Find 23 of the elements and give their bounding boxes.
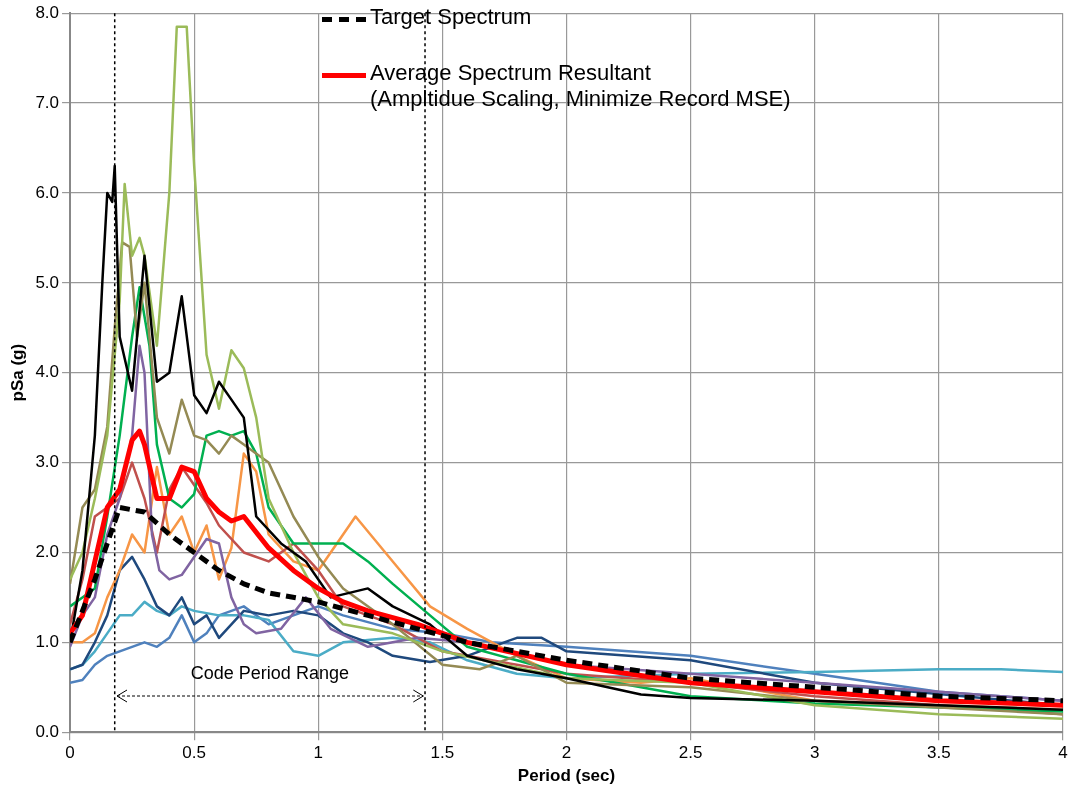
y-tick-label: 6.0: [35, 182, 60, 202]
x-tick-label: 0: [65, 743, 75, 763]
x-tick-label: 3: [810, 743, 820, 763]
legend-label: Average Spectrum Resultant (Ampltidue Scaling, Minimize Record MSE): [370, 60, 791, 112]
y-tick-label: 3.0: [35, 452, 60, 472]
y-tick-label: 1.0: [35, 632, 60, 652]
y-tick-label: 8.0: [35, 2, 60, 22]
y-tick-label: 4.0: [35, 362, 60, 382]
legend-label: Target Spectrum: [370, 4, 532, 30]
y-axis-title: pSa (g): [7, 343, 27, 402]
x-tick-label: 0.5: [182, 743, 206, 763]
y-tick-label: 2.0: [35, 542, 60, 562]
x-tick-label: 1.5: [430, 743, 455, 763]
x-tick-label: 3.5: [927, 743, 951, 763]
x-axis-title: Period (sec): [517, 766, 616, 786]
annotation: Code Period Range: [190, 663, 349, 684]
y-tick-label: 7.0: [35, 92, 60, 112]
y-tick-label: 5.0: [35, 272, 60, 292]
x-tick-label: 4: [1058, 743, 1068, 763]
x-tick-label: 2: [561, 743, 572, 763]
y-tick-label: 0.0: [35, 721, 60, 741]
x-tick-label: 1: [313, 743, 324, 763]
x-tick-label: 2.5: [678, 743, 703, 763]
